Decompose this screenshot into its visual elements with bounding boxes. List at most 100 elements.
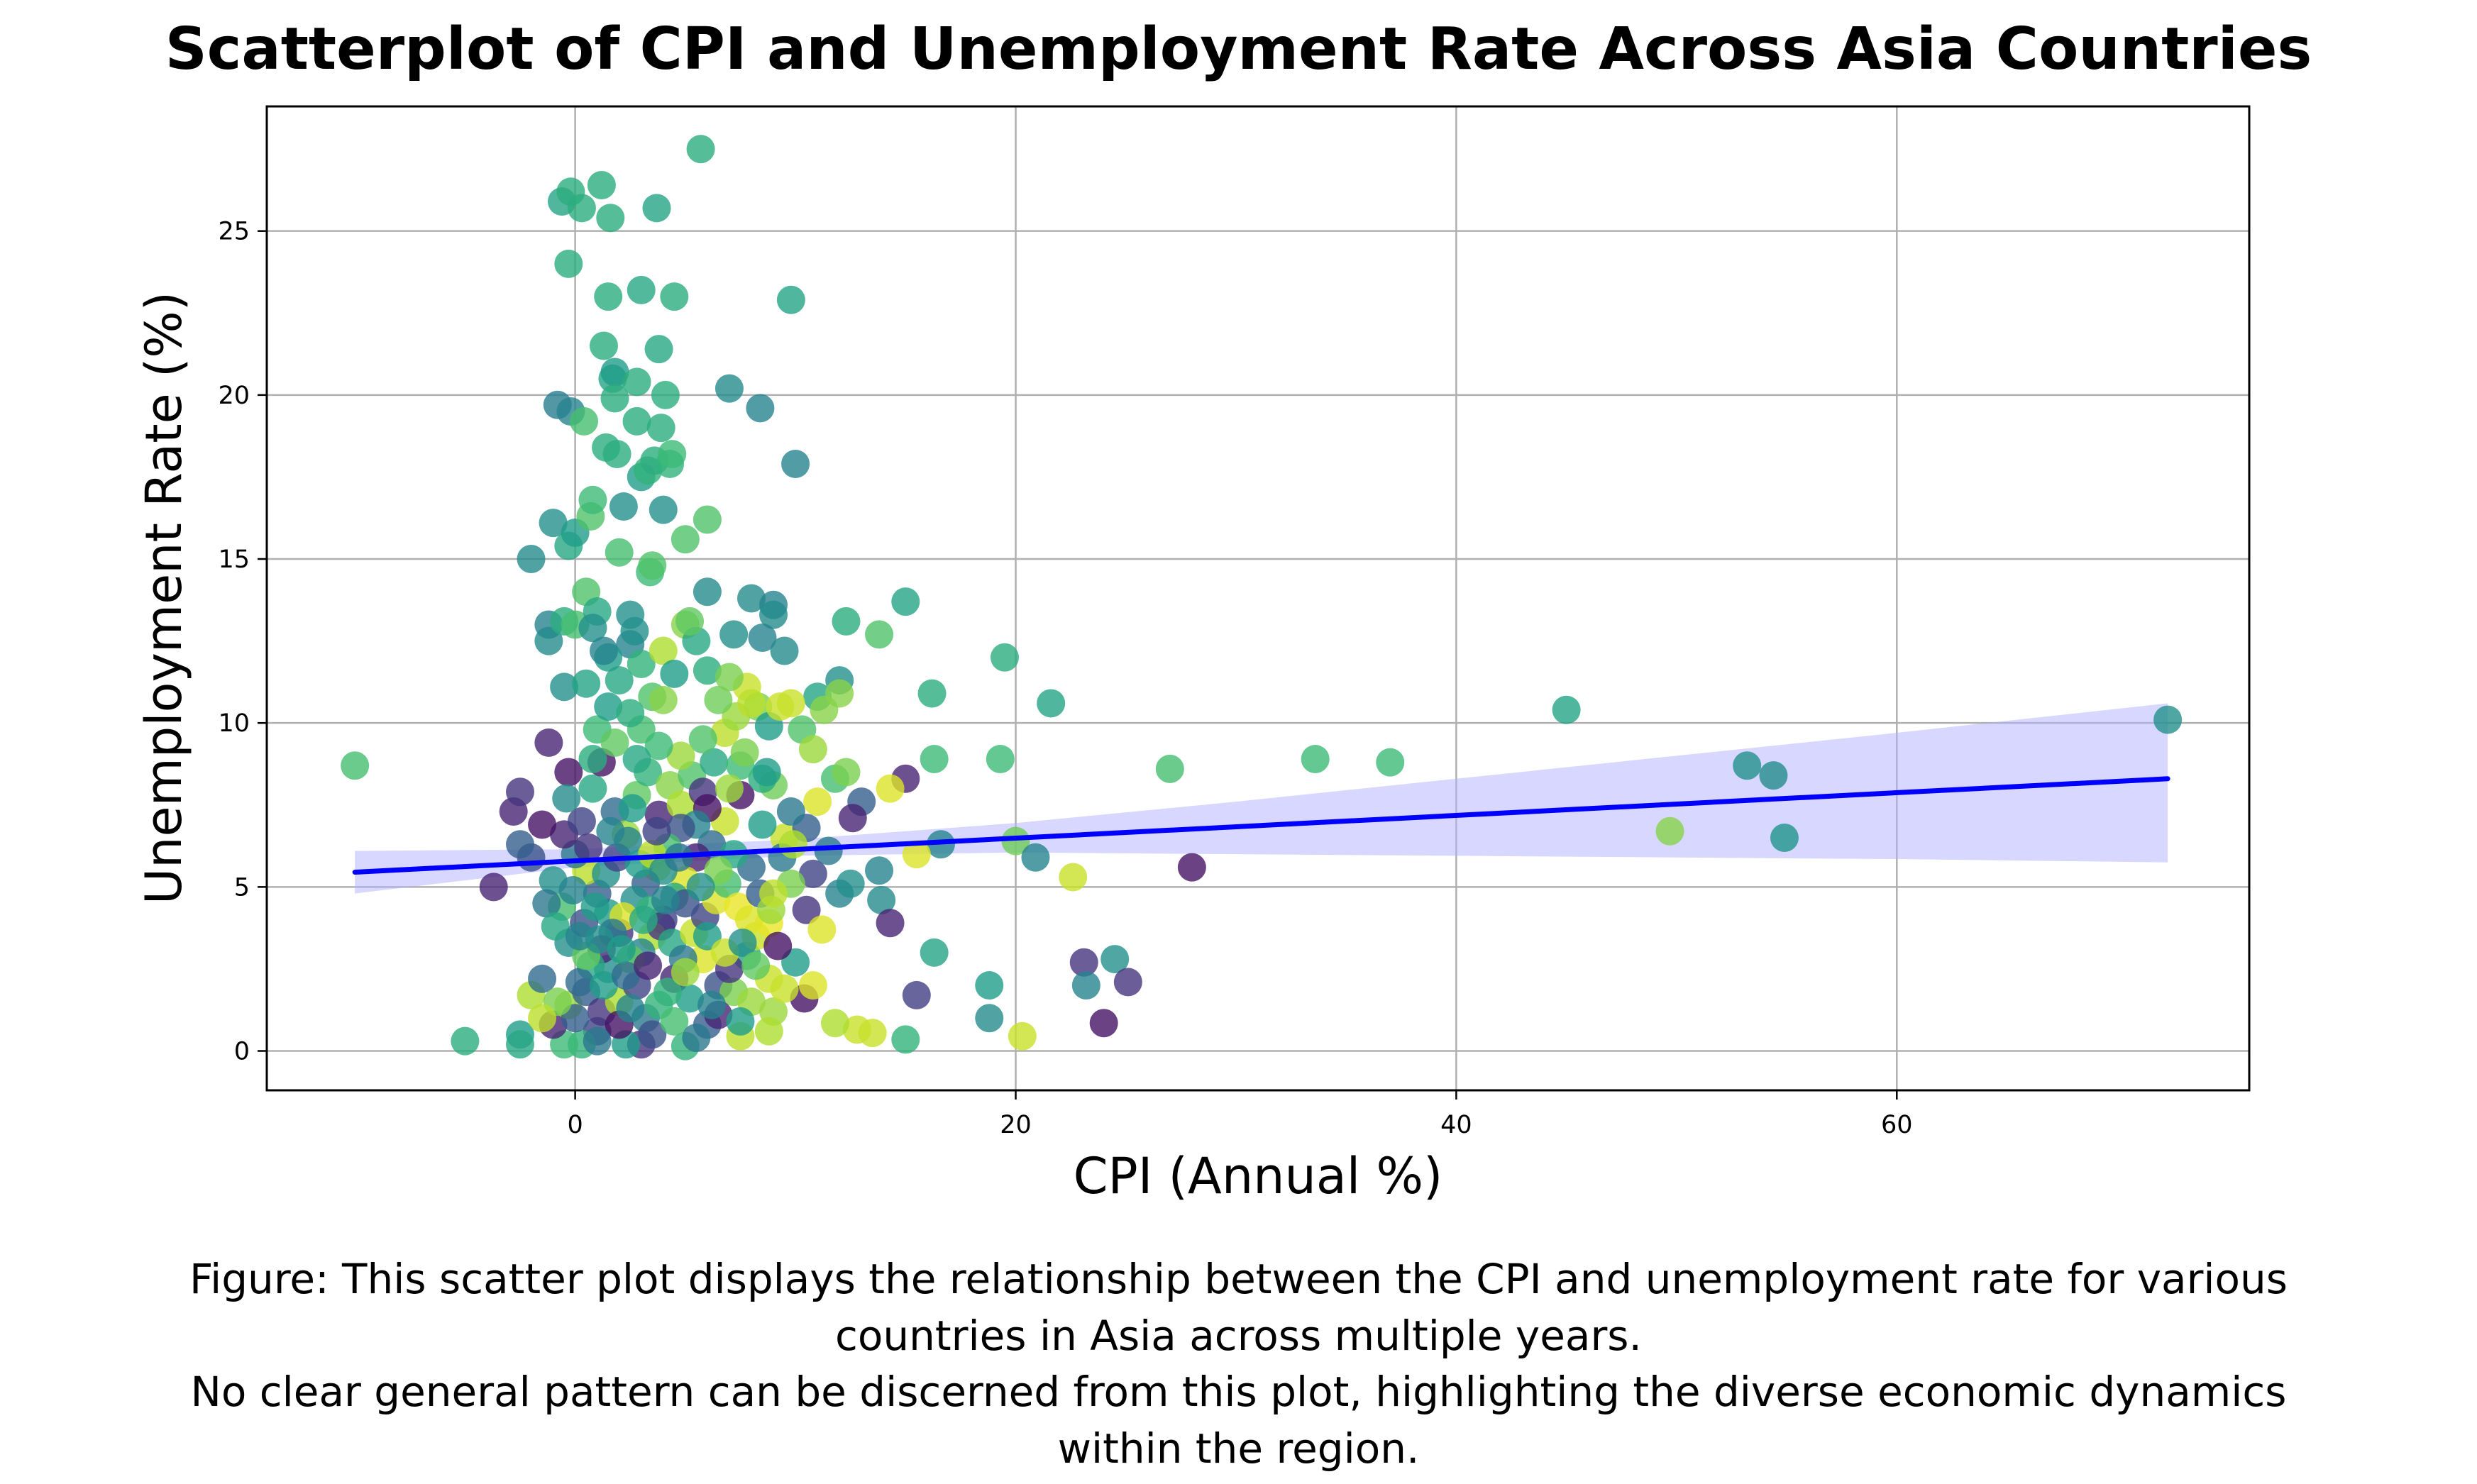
data-point: [752, 758, 781, 787]
data-point: [634, 951, 663, 980]
data-point: [528, 1004, 557, 1033]
data-point: [700, 748, 729, 777]
data-point: [1301, 745, 1330, 774]
data-point: [807, 915, 837, 944]
data-point: [1113, 968, 1142, 997]
data-point: [891, 1025, 920, 1054]
data-point: [737, 584, 766, 613]
x-tick-label: 0: [567, 1111, 583, 1139]
data-point: [686, 135, 715, 164]
x-tick-label: 40: [1440, 1111, 1472, 1139]
data-point: [570, 406, 599, 436]
data-point: [660, 282, 689, 311]
x-axis-label: CPI (Annual %): [1074, 1147, 1443, 1205]
scatter-points: [341, 135, 2183, 1061]
data-point: [567, 807, 596, 836]
data-point: [506, 830, 535, 859]
y-tick-label: 5: [234, 873, 250, 902]
data-point: [798, 971, 827, 1000]
grid-lines: [267, 106, 2249, 1090]
data-point: [741, 951, 771, 980]
data-point: [1552, 695, 1581, 724]
data-point: [902, 840, 931, 869]
data-point: [574, 833, 603, 862]
data-point: [754, 1017, 783, 1046]
data-point: [746, 394, 775, 423]
data-point: [1100, 945, 1130, 974]
data-point: [693, 577, 722, 607]
data-point: [902, 980, 931, 1009]
data-point: [602, 440, 631, 469]
trend-line-group: [352, 776, 2170, 875]
data-point: [649, 636, 678, 665]
data-point: [820, 1009, 849, 1038]
data-point: [728, 928, 757, 957]
data-point: [528, 810, 557, 839]
data-point: [638, 1020, 667, 1049]
data-point: [770, 636, 799, 665]
caption-line-3: No clear general pattern can be discerne…: [190, 1368, 2287, 1416]
data-point: [920, 745, 949, 774]
data-point: [627, 275, 656, 304]
data-point: [990, 643, 1019, 672]
data-point: [616, 994, 645, 1023]
data-point: [600, 384, 629, 413]
y-tick-label: 0: [234, 1038, 250, 1066]
y-axis-label: Unemployment Rate (%): [135, 292, 193, 904]
data-point: [596, 204, 625, 233]
data-point: [618, 794, 647, 823]
data-point: [865, 620, 894, 649]
y-tick-label: 20: [218, 382, 250, 410]
data-point: [842, 1015, 871, 1044]
data-point: [682, 1024, 711, 1053]
data-point: [748, 623, 777, 652]
data-point: [658, 440, 687, 469]
data-point: [867, 885, 896, 914]
data-point: [1177, 853, 1206, 882]
scatter-plot: 0 20 40 60 0 5 10 15 20 25 CPI (Annual %) Unemplo…: [135, 105, 2251, 1205]
y-tick-label: 25: [218, 218, 250, 246]
data-point: [1021, 843, 1050, 872]
data-point: [776, 285, 805, 314]
data-point: [838, 804, 867, 833]
data-point: [704, 685, 733, 714]
data-point: [832, 607, 861, 636]
data-point: [620, 616, 649, 646]
data-point: [776, 689, 805, 718]
data-point: [688, 725, 717, 754]
data-point: [642, 194, 671, 223]
data-point: [594, 282, 623, 311]
axis-ticks: 0 20 40 60 0 5 10 15 20 25: [218, 218, 1912, 1139]
chart-title: Scatterplot of CPI and Unemployment Rate…: [165, 16, 2312, 83]
confidence-band-group: [355, 703, 2168, 894]
data-point: [2153, 705, 2183, 734]
data-point: [506, 1030, 535, 1059]
data-point: [876, 774, 905, 803]
data-point: [451, 1026, 480, 1056]
data-point: [609, 492, 638, 521]
x-tick-label: 20: [1000, 1111, 1032, 1139]
data-point: [770, 974, 799, 1003]
x-tick-label: 60: [1881, 1111, 1913, 1139]
data-point: [920, 938, 949, 967]
data-point: [917, 679, 947, 708]
data-point: [572, 669, 601, 698]
data-point: [532, 889, 561, 918]
data-point: [616, 699, 645, 728]
data-point: [975, 971, 1004, 1000]
caption-line-1: Figure: This scatter plot displays the r…: [189, 1255, 2288, 1303]
data-point: [653, 978, 683, 1007]
data-point: [798, 859, 827, 888]
data-point: [578, 774, 607, 803]
data-point: [737, 689, 766, 718]
data-point: [596, 816, 625, 846]
data-point: [646, 414, 675, 443]
data-point: [539, 509, 568, 538]
data-point: [594, 692, 623, 721]
data-point: [759, 879, 788, 908]
data-point: [552, 784, 581, 813]
data-point: [876, 909, 905, 938]
data-point: [612, 961, 641, 990]
data-point: [629, 905, 658, 934]
data-point: [558, 875, 587, 904]
